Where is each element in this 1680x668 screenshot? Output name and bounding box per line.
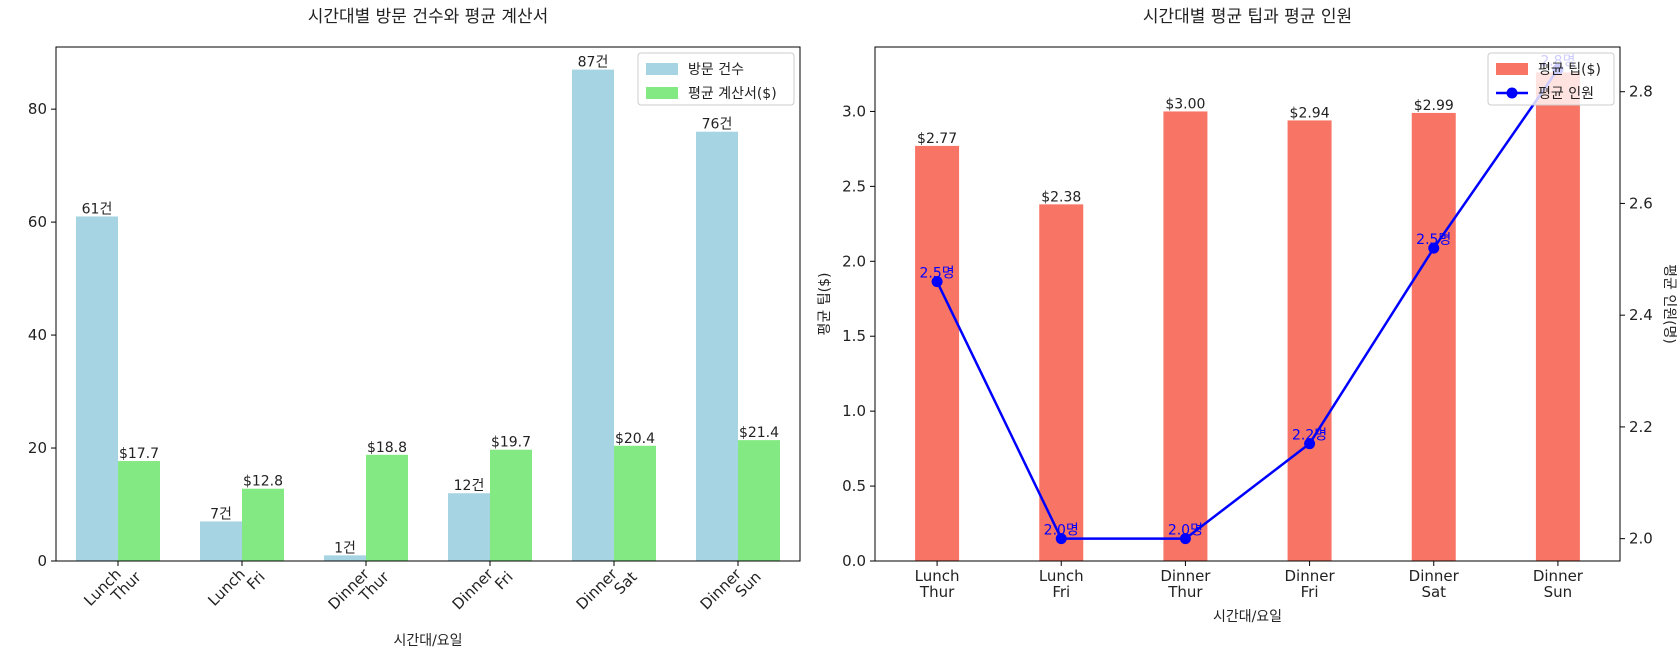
data-label: $12.8 [243, 474, 283, 490]
y-tick-label: 0.5 [842, 477, 866, 495]
data-label: $2.77 [917, 131, 957, 147]
y2-axis-label: 평균 인원(명) [1661, 264, 1677, 344]
bar [696, 131, 738, 561]
bar [738, 440, 780, 561]
data-label: 61건 [82, 201, 113, 217]
data-label: 12건 [454, 478, 485, 494]
y-tick-label: 60 [28, 213, 47, 231]
bar [915, 145, 960, 561]
y2-tick-label: 2.4 [1629, 306, 1653, 324]
line-point [1428, 242, 1440, 254]
chart-tips-party-size: 시간대별 평균 팁과 평균 인원 $2.77 $2.38 $3.00 $2.94 $2.9… [817, 7, 1677, 625]
x-tick-label: LunchThur [80, 556, 145, 621]
legend-label: 평균 팁($) [1538, 62, 1601, 78]
bar [242, 488, 284, 561]
chart-visits-bills: 시간대별 방문 건수와 평균 계산서 61건 7건 1건 12건 87건 76건 $17.7 $… [28, 7, 801, 649]
point-label: 2.0명 [1044, 523, 1079, 539]
y2-tick-label: 2.2 [1629, 418, 1653, 436]
line-point [931, 276, 943, 288]
bar [448, 493, 490, 561]
y-tick-label: 3.0 [842, 102, 866, 120]
plot-frame [874, 46, 1621, 562]
line-point [1179, 533, 1191, 545]
x-axis-label: 시간대/요일 [393, 633, 462, 649]
x-tick-label: DinnerFri [449, 557, 517, 625]
x-tick-label: DinnerSat [573, 557, 641, 625]
data-label: $2.99 [1414, 98, 1454, 114]
data-label: 1건 [334, 540, 356, 556]
chart-title: 시간대별 방문 건수와 평균 계산서 [308, 7, 549, 27]
y-tick-label: 1.0 [842, 402, 866, 420]
data-label: $3.00 [1165, 96, 1205, 112]
chart-title: 시간대별 평균 팁과 평균 인원 [1143, 7, 1352, 27]
bar [1163, 111, 1208, 561]
data-label: $2.94 [1290, 105, 1330, 121]
y-tick-label: 40 [28, 326, 47, 344]
y-tick-label: 0.0 [842, 552, 866, 570]
y-tick-label: 20 [28, 439, 47, 457]
bar [324, 555, 366, 561]
point-label: 2.5명 [920, 266, 955, 282]
legend-marker [1506, 87, 1518, 99]
legend-label: 평균 인원 [1538, 86, 1594, 102]
point-label: 2.5명 [1416, 232, 1451, 248]
y-tick-label: 2.0 [842, 252, 866, 270]
x-tick-label: DinnerThur [325, 556, 394, 625]
legend-label: 방문 건수 [688, 62, 744, 78]
y-tick-label: 80 [28, 100, 47, 118]
bar [1411, 112, 1456, 562]
x-tick-label: DinnerSun [697, 557, 765, 625]
data-label: 76건 [702, 117, 733, 133]
data-label: $17.7 [119, 446, 159, 462]
bar [614, 445, 656, 561]
y2-tick-label: 2.8 [1629, 83, 1653, 101]
data-label: 7건 [210, 506, 232, 522]
y-tick-label: 0 [37, 552, 47, 570]
bar [1287, 120, 1332, 561]
line-point [1304, 438, 1316, 450]
legend-swatch [1496, 63, 1528, 75]
bar [572, 69, 614, 561]
data-label: $21.4 [739, 425, 779, 441]
legend-label: 평균 계산서($) [688, 86, 777, 102]
line-point [1055, 533, 1067, 545]
y-tick-label: 1.5 [842, 327, 866, 345]
data-label: 87건 [578, 55, 609, 71]
data-label: $20.4 [615, 431, 655, 447]
y-tick-label: 2.5 [842, 177, 866, 195]
y2-tick-label: 2.6 [1629, 194, 1653, 212]
legend-swatch [646, 63, 678, 75]
data-label: $2.38 [1041, 189, 1081, 205]
line-series [935, 68, 1559, 540]
bar [366, 454, 408, 561]
bar [490, 449, 532, 561]
bar [118, 461, 160, 561]
plot-frame [55, 46, 801, 562]
point-label: 2.2명 [1292, 428, 1327, 444]
point-label: 2.0명 [1168, 523, 1203, 539]
data-label: $19.7 [491, 435, 531, 451]
bar [1039, 204, 1084, 562]
x-axis-label: 시간대/요일 [1213, 609, 1282, 625]
bar [76, 216, 118, 561]
y-axis-label: 평균 팁($) [817, 273, 833, 336]
x-tick-label: LunchFri [204, 557, 268, 621]
y2-tick-label: 2.0 [1629, 530, 1653, 548]
bar [1535, 72, 1580, 561]
data-label: $18.8 [367, 440, 407, 456]
legend-swatch [646, 87, 678, 99]
bar [200, 521, 242, 561]
